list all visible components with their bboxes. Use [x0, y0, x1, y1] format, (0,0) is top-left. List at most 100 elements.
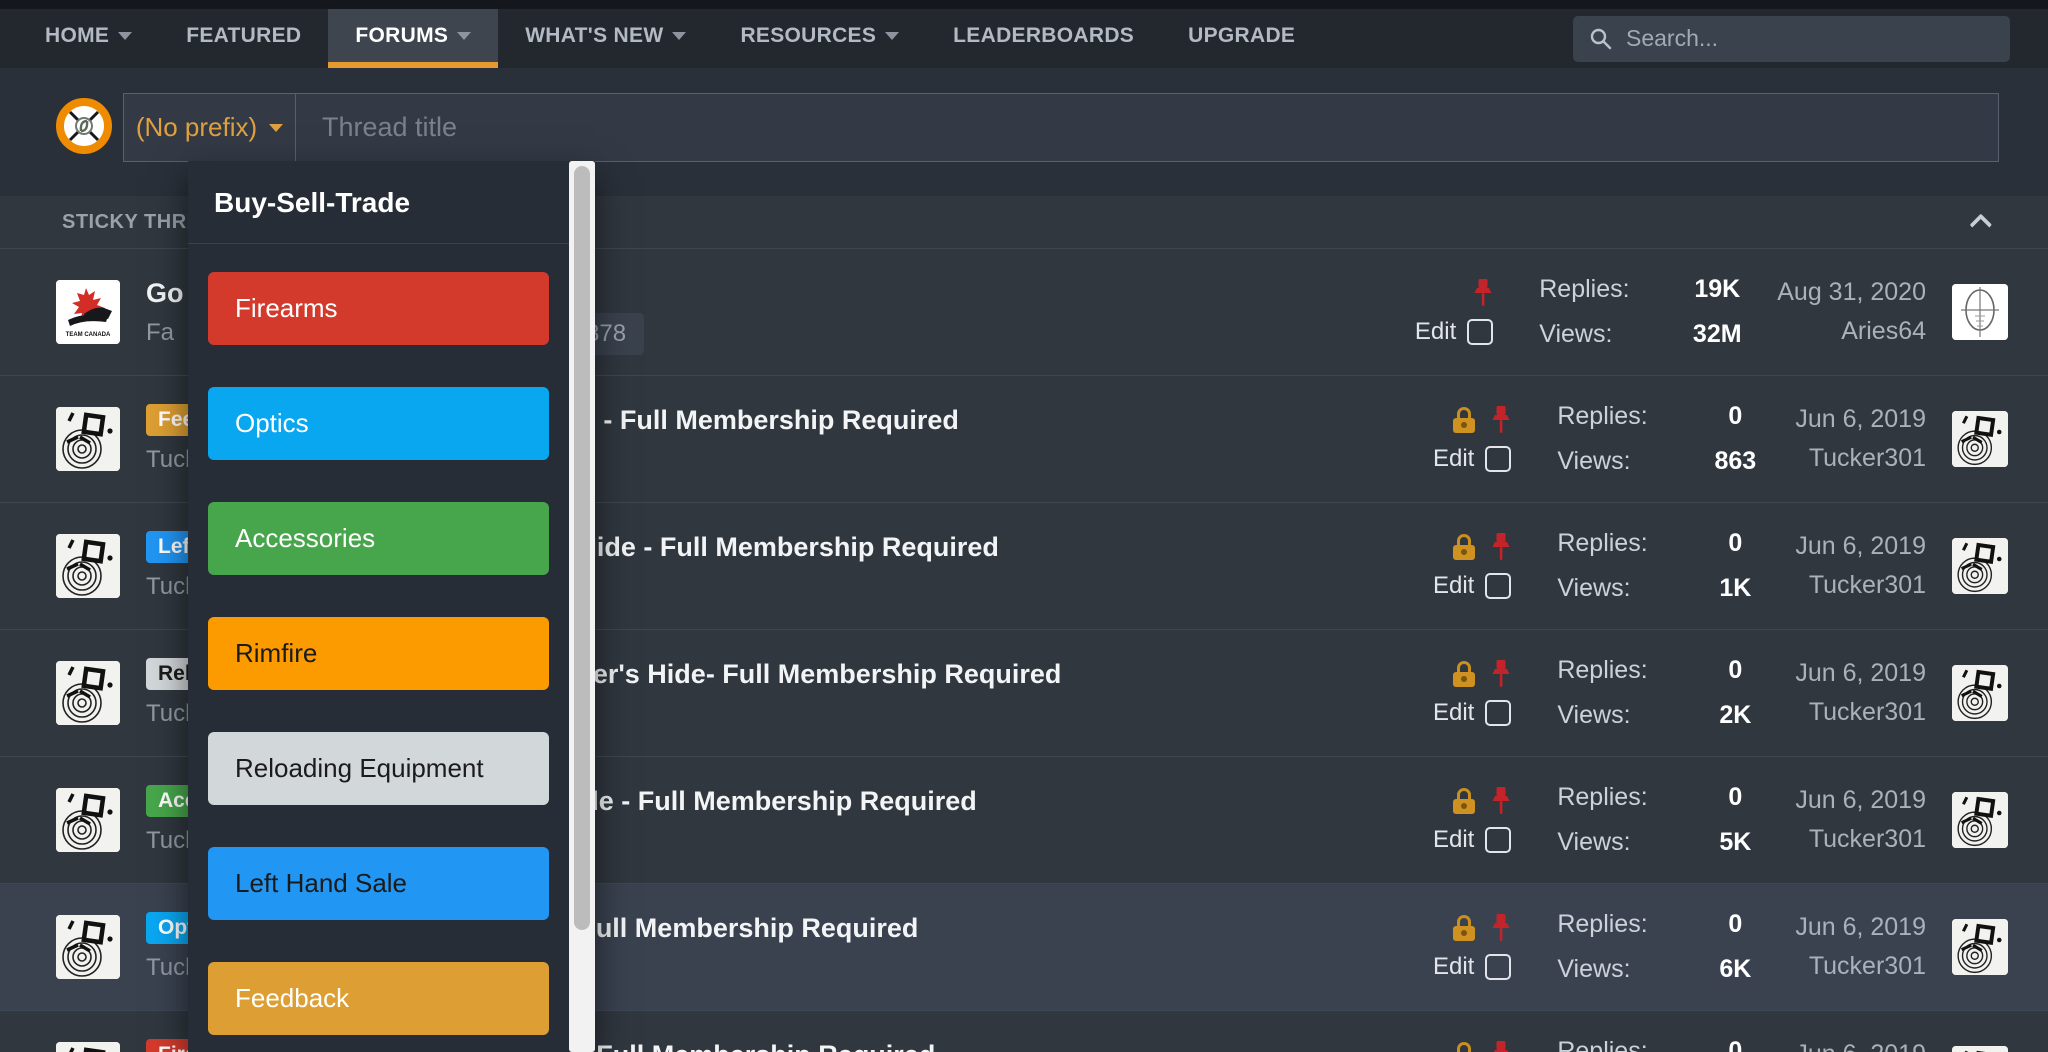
edit-checkbox[interactable] [1485, 827, 1512, 853]
last-post-date[interactable]: Jun 6, 2019 [1795, 1035, 1926, 1052]
nav-item-featured[interactable]: FEATURED [159, 9, 328, 68]
thread-filter-box: (No prefix) [123, 93, 1999, 162]
edit-control: Edit [1415, 318, 1494, 346]
last-post-user[interactable]: Tucker301 [1808, 952, 1926, 980]
target-pistol-avatar [56, 1042, 120, 1052]
nav-item-home[interactable]: HOME [18, 9, 159, 68]
views-value: 1K [1719, 574, 1752, 602]
prefix-option-left-hand-sale[interactable]: Left Hand Sale [208, 847, 549, 920]
replies-value: 0 [1728, 910, 1743, 938]
nav-item-leaderboards[interactable]: LEADERBOARDS [926, 9, 1161, 68]
edit-checkbox[interactable] [1485, 446, 1512, 472]
last-post-user[interactable]: Tucker301 [1808, 444, 1926, 472]
target-pistol-avatar[interactable] [56, 1042, 120, 1052]
main-navigation: HOME FEATURED FORUMS WHAT'S NEW RESOURCES LEA… [0, 9, 2048, 68]
target-pistol-avatar[interactable] [56, 915, 120, 979]
edit-checkbox[interactable] [1485, 573, 1512, 599]
views-label: Views: [1557, 447, 1631, 475]
target-pistol-avatar [56, 661, 120, 725]
replies-label: Replies: [1557, 1037, 1648, 1052]
search-input[interactable]: Search... [1573, 15, 2010, 62]
prefix-group-header: Buy-Sell-Trade [214, 187, 411, 218]
prefix-option-reloading-equipment[interactable]: Reloading Equipment [208, 732, 549, 805]
thread-status: Edit [1399, 532, 1512, 600]
views-label: Views: [1557, 828, 1631, 856]
target-pistol-avatar [1952, 1046, 2008, 1052]
prefix-option-optics[interactable]: Optics [208, 387, 549, 460]
target-pistol-avatar[interactable] [56, 534, 120, 598]
target-pistol-avatar [1952, 919, 2008, 975]
thread-title[interactable]: Go [146, 277, 184, 308]
thread-stats: Replies: 19K Views: 32M [1539, 275, 1777, 349]
views-label: Views: [1539, 320, 1613, 348]
replies-label: Replies: [1539, 275, 1630, 303]
nav-item-resources[interactable]: RESOURCES [713, 9, 926, 68]
nav-item-label: HOME [45, 23, 110, 47]
edit-checkbox[interactable] [1467, 319, 1494, 345]
replies-label: Replies: [1557, 656, 1648, 684]
dropdown-scrollbar-thumb[interactable] [574, 166, 590, 930]
chevron-down-icon [118, 31, 133, 40]
dropdown-scrollbar[interactable] [569, 161, 595, 1052]
scope-reticle-avatar[interactable] [1952, 284, 2008, 340]
prefix-option-firearms[interactable]: Firearms [208, 272, 549, 345]
views-value: 2K [1719, 701, 1752, 729]
thread-main: Go Fa [146, 278, 1381, 347]
crossed-rifles-target-logo-avatar[interactable] [56, 98, 112, 154]
last-post-date[interactable]: Aug 31, 2020 [1777, 278, 1926, 307]
last-post-user[interactable]: Tucker301 [1808, 698, 1926, 726]
lock-icon [1453, 1042, 1475, 1052]
edit-label: Edit [1432, 826, 1475, 853]
target-pistol-avatar[interactable] [1952, 1046, 2008, 1052]
pin-icon [1492, 787, 1510, 814]
target-pistol-avatar[interactable] [56, 407, 120, 471]
target-pistol-avatar[interactable] [56, 788, 120, 852]
prefix-select[interactable]: (No prefix) [124, 94, 296, 161]
nav-item-what-s-new[interactable]: WHAT'S NEW [498, 9, 713, 68]
last-post-date[interactable]: Jun 6, 2019 [1795, 786, 1926, 815]
edit-checkbox[interactable] [1485, 954, 1512, 980]
thread-stats: Replies: 0 Views: 863 [1557, 402, 1795, 476]
target-pistol-avatar [56, 534, 120, 598]
last-post-date[interactable]: Jun 6, 2019 [1795, 913, 1926, 942]
target-pistol-avatar[interactable] [56, 661, 120, 725]
lock-icon [1453, 915, 1476, 941]
team-canada-logo-avatar[interactable]: TEAM CANADA [56, 280, 120, 344]
target-pistol-avatar[interactable] [1952, 538, 2008, 594]
target-pistol-avatar[interactable] [1952, 792, 2008, 848]
thread-status: Edit [1399, 786, 1512, 854]
edit-control: Edit [1432, 826, 1512, 854]
last-post-user[interactable]: Aries64 [1841, 317, 1926, 345]
last-post-date[interactable]: Jun 6, 2019 [1795, 405, 1926, 434]
target-pistol-avatar[interactable] [1952, 919, 2008, 975]
thread-meta: Jun 6, 2019 Tucker301 [1795, 654, 1926, 732]
nav-item-upgrade[interactable]: UPGRADE [1161, 9, 1322, 68]
prefix-option-feedback[interactable]: Feedback [208, 962, 549, 1035]
chevron-up-icon[interactable] [1969, 213, 1993, 237]
thread-row: TEAM CANADA Go Fa Edit Replies: 19K Views: 32… [0, 248, 2048, 375]
last-post-date[interactable]: Jun 6, 2019 [1795, 659, 1926, 688]
prefix-dropdown-menu: Buy-Sell-Trade Firearms Optics Accessories… [188, 161, 595, 1052]
prefix-option-rimfire[interactable]: Rimfire [208, 617, 549, 690]
replies-value: 0 [1728, 402, 1743, 430]
target-pistol-avatar[interactable] [1952, 411, 2008, 467]
target-pistol-avatar [1952, 792, 2008, 848]
crossed-rifles-icon [64, 106, 104, 146]
team-canada-logo: TEAM CANADA [56, 280, 120, 344]
target-pistol-avatar[interactable] [1952, 665, 2008, 721]
target-pistol-avatar [56, 788, 120, 852]
last-post-user[interactable]: Tucker301 [1808, 571, 1926, 599]
nav-item-label: FORUMS [355, 23, 449, 47]
nav-item-forums[interactable]: FORUMS [328, 9, 499, 68]
prefix-option-accessories[interactable]: Accessories [208, 502, 549, 575]
last-post-user[interactable]: Tucker301 [1808, 825, 1926, 853]
replies-value: 19K [1694, 275, 1741, 303]
thread-title-input[interactable] [296, 94, 1998, 161]
thread-meta: Jun 6, 2019 Tucker301 [1795, 527, 1926, 605]
last-post-date[interactable]: Jun 6, 2019 [1795, 532, 1926, 561]
edit-checkbox[interactable] [1485, 700, 1512, 726]
target-pistol-avatar [1952, 665, 2008, 721]
replies-label: Replies: [1557, 910, 1648, 938]
thread-starter-name[interactable]: Fa [146, 318, 175, 346]
